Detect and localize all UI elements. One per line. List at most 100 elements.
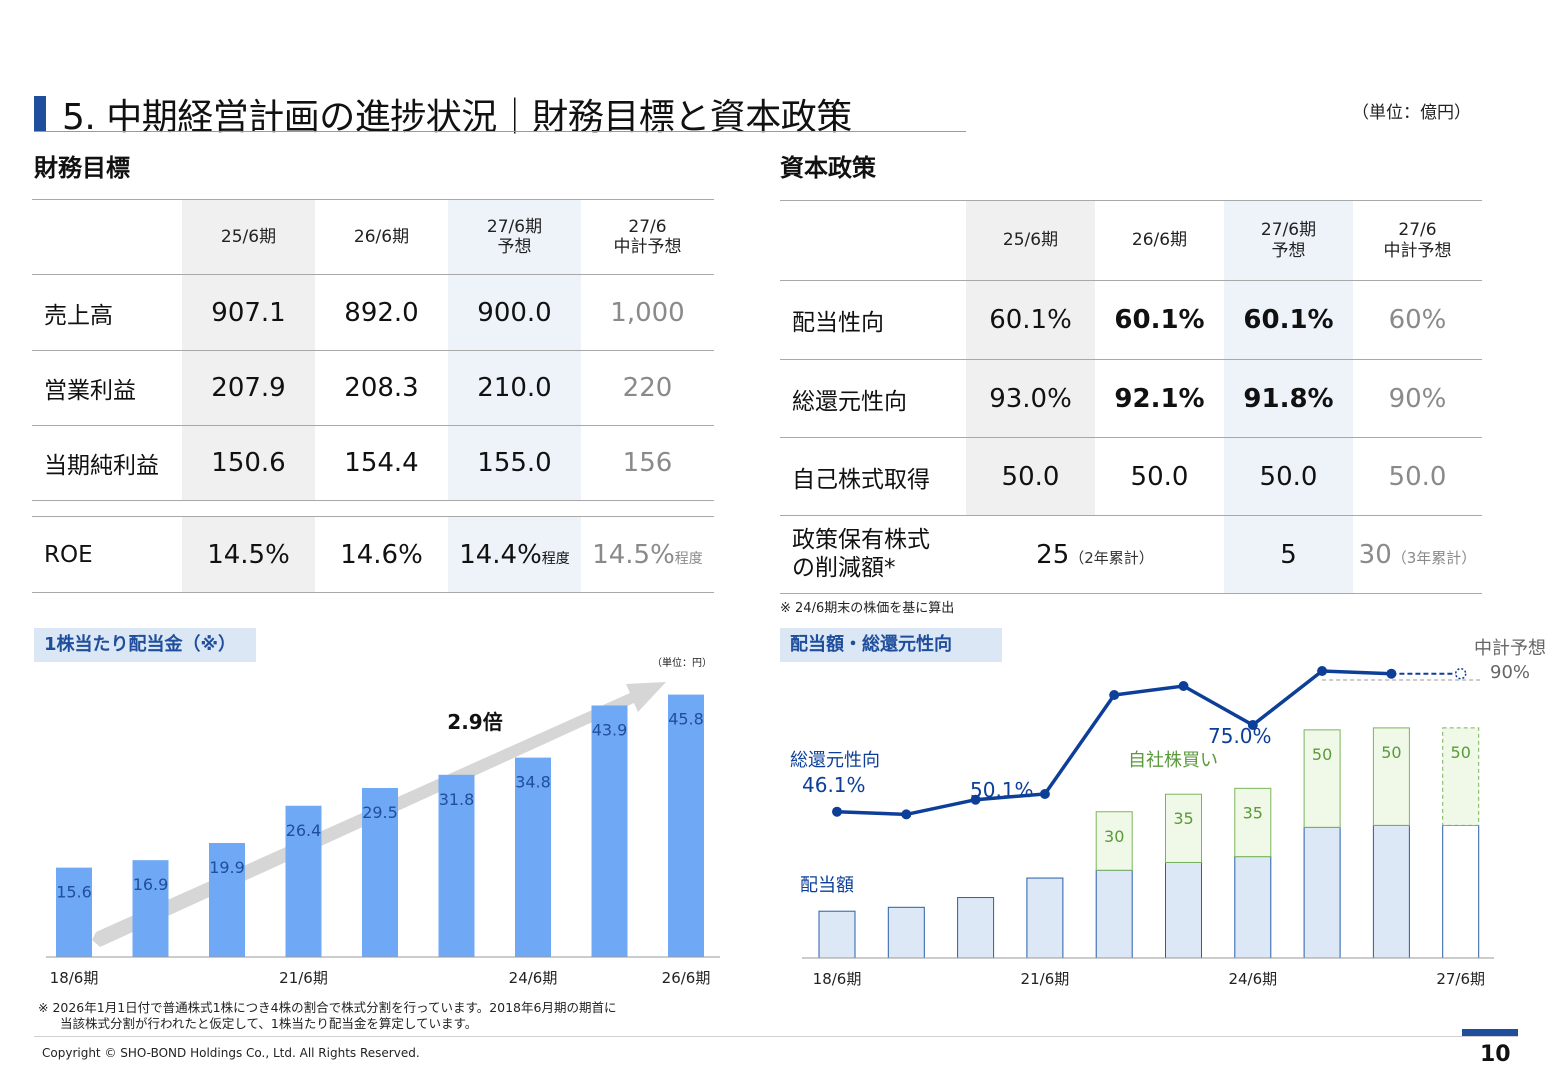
dps-unit-label: （単位：円） (652, 656, 712, 669)
cell-value: 25 (1036, 539, 1070, 570)
row-label: 当期純利益 (32, 425, 182, 501)
dps-tick-label: 24/6期 (509, 969, 558, 987)
unit-label: （単位：億円） (1352, 103, 1471, 123)
dps-tick-label: 21/6期 (279, 969, 328, 987)
title-underline (34, 131, 966, 132)
pct-label: 75.0% (1208, 724, 1272, 748)
row-label: 自己株式取得 (780, 437, 966, 516)
dps-tick-label: 18/6期 (50, 969, 99, 987)
capital-note: ※ 24/6期末の株価を基に算出 (780, 601, 955, 616)
payout-tick-label: 27/6期 (1436, 970, 1485, 988)
row-label: ROE (32, 516, 182, 593)
dps-value-label: 16.9 (133, 875, 169, 894)
row-label: 売上高 (32, 274, 182, 351)
row-label: 配当性向 (780, 280, 966, 360)
col-head: 25/6期 (966, 200, 1095, 281)
payout-tick-label: 21/6期 (1021, 970, 1070, 988)
financial-header-row: 25/6期 26/6期 27/6期 予想 27/6 中計予想 (32, 199, 714, 275)
cell: 892.0 (315, 274, 448, 351)
dividend-bar (1095, 869, 1133, 959)
corner-cell (32, 199, 182, 275)
line-series-label: 総還元性向 (790, 750, 880, 771)
dividend-bar (957, 897, 995, 959)
cell-merged: 25（2年累計） (966, 515, 1224, 594)
dividend-bar (1234, 856, 1272, 959)
col-head: 27/6期 予想 (448, 199, 581, 275)
cell: 14.6% (315, 516, 448, 593)
buyback-value-label: 30 (1104, 827, 1124, 846)
cell: 14.5% (182, 516, 315, 593)
dps-bar (591, 705, 628, 957)
dps-value-label: 26.4 (286, 821, 322, 840)
payout-ratio-point (1317, 666, 1328, 676)
cell: 91.8% (1224, 359, 1353, 438)
table-row-roe: ROE 14.5% 14.6% 14.4%程度 14.5%程度 (32, 516, 714, 593)
table-row: 営業利益 207.9 208.3 210.0 220 (32, 350, 714, 426)
cell: 210.0 (448, 350, 581, 426)
dps-value-label: 19.9 (209, 858, 245, 877)
row-label: 営業利益 (32, 350, 182, 426)
dps-value-label: 34.8 (515, 773, 551, 792)
dps-bar (668, 694, 704, 957)
corner-cell (780, 200, 966, 281)
payout-ratio-point (901, 809, 912, 820)
dps-value-label: 15.6 (56, 883, 92, 902)
cell: 5 (1224, 515, 1353, 594)
page-title: 5. 中期経営計画の進捗状況｜財務目標と資本政策 (62, 97, 852, 138)
pct-label: 46.1% (802, 773, 866, 797)
buyback-bar (1372, 727, 1410, 826)
dps-tick-label: 26/6期 (662, 969, 711, 987)
dps-bar (515, 757, 551, 957)
buyback-value-label: 50 (1451, 743, 1471, 762)
row-label-line2: の削減額* (792, 554, 896, 581)
footer-rule (34, 1036, 1518, 1037)
buyback-bar (1303, 729, 1341, 828)
cell: 30（3年累計） (1353, 515, 1482, 594)
dps-bar (56, 867, 92, 957)
cell: 207.9 (182, 350, 315, 426)
target-label: 中計予想 (1474, 638, 1546, 659)
cell-value: 14.5% (592, 539, 675, 570)
dividend-bar (887, 906, 925, 959)
buyback-bar (1234, 787, 1272, 858)
cell: 154.4 (315, 425, 448, 501)
cell: 220 (581, 350, 714, 426)
table-row: 売上高 907.1 892.0 900.0 1,000 (32, 274, 714, 351)
col-head: 27/6期 予想 (1224, 200, 1353, 281)
capital-table: 25/6期 26/6期 27/6期 予想 27/6 中計予想 配当性向 60.1… (780, 200, 1482, 594)
cell-value: 30 (1358, 539, 1392, 570)
dividend-bar (1165, 861, 1202, 959)
cell: 60% (1353, 280, 1482, 360)
payout-chart-tag: 配当額・総還元性向 (780, 628, 1002, 662)
row-label-line1: 政策保有株式 (792, 526, 930, 553)
col-head: 26/6期 (315, 199, 448, 275)
forecast-point (1454, 667, 1467, 680)
dividend-bar (818, 910, 856, 959)
cell: 907.1 (182, 274, 315, 351)
cell: 90% (1353, 359, 1482, 438)
buyback-bar (1165, 793, 1202, 863)
cell: 93.0% (966, 359, 1095, 438)
capital-heading: 資本政策 (780, 154, 876, 182)
col-head: 27/6 中計予想 (581, 199, 714, 275)
table-row: 当期純利益 150.6 154.4 155.0 156 (32, 425, 714, 501)
cell: 208.3 (315, 350, 448, 426)
title-accent-bar (34, 96, 46, 132)
dps-chart-tag: 1株当たり配当金（※） (34, 628, 256, 662)
copyright: Copyright © SHO-BOND Holdings Co., Ltd. … (42, 1046, 420, 1060)
footnote: ※ 2026年1月1日付で普通株式1株につき4株の割合で株式分割を行っています。… (38, 1000, 616, 1032)
footer-accent (1462, 1029, 1518, 1036)
cell: 50.0 (966, 437, 1095, 516)
cell: 155.0 (448, 425, 581, 501)
dps-bar (285, 805, 322, 957)
cell: 14.5%程度 (581, 516, 714, 593)
buyback-value-label: 50 (1381, 743, 1401, 762)
table-row: 自己株式取得 50.0 50.0 50.0 50.0 (780, 437, 1482, 516)
cell-suffix: 程度 (541, 550, 570, 567)
buyback-value-label: 50 (1312, 745, 1332, 764)
cell: 14.4%程度 (448, 516, 581, 593)
capital-header-row: 25/6期 26/6期 27/6期 予想 27/6 中計予想 (780, 200, 1482, 281)
row-label: 政策保有株式 の削減額* (780, 515, 966, 594)
dps-bar (132, 860, 169, 957)
cell: 50.0 (1095, 437, 1224, 516)
